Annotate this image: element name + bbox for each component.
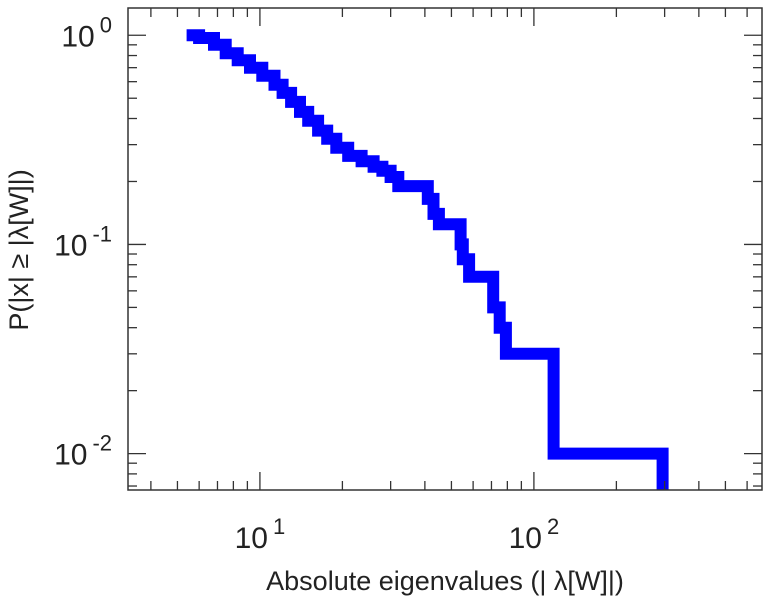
y-tick-label-base: 10 xyxy=(61,20,94,53)
y-tick-label: 10 -2 xyxy=(54,431,112,472)
y-axis-label: P(|x| ≥ |λ[W]|) xyxy=(4,169,34,330)
y-tick-label: 10 0 xyxy=(61,12,112,53)
x-tick-label: 10 1 xyxy=(235,514,286,555)
x-tick-label: 10 2 xyxy=(509,514,560,555)
x-axis-label: Absolute eigenvalues (| λ[W]|) xyxy=(266,566,624,596)
y-tick-label-exponent: -1 xyxy=(92,221,112,246)
tick-label-layer: 10 1 10 210 010 -110 -2 xyxy=(54,12,559,555)
x-tick-label-base: 10 xyxy=(509,522,542,555)
x-tick-label-exponent: 2 xyxy=(547,514,559,539)
plot-frame xyxy=(127,7,763,491)
series-layer xyxy=(186,29,669,491)
y-tick-label-base: 10 xyxy=(54,229,87,262)
y-tick-label: 10 -1 xyxy=(54,221,112,262)
series-line xyxy=(186,29,669,490)
y-tick-label-exponent: -2 xyxy=(92,431,112,456)
tick-layer xyxy=(128,8,762,490)
y-tick-label-base: 10 xyxy=(54,439,87,472)
y-tick-label-exponent: 0 xyxy=(100,12,112,37)
x-tick-label-base: 10 xyxy=(235,522,268,555)
x-tick-label-exponent: 1 xyxy=(273,514,285,539)
